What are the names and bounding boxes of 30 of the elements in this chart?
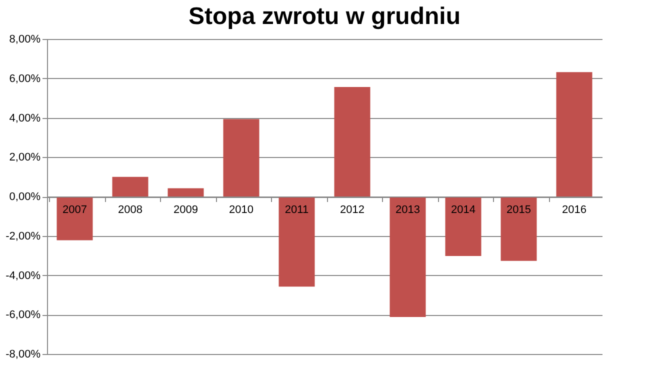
y-tick-label: 8,00% [9, 34, 41, 46]
bar [56, 196, 93, 240]
x-tick-label: 2016 [562, 204, 586, 216]
bar [223, 119, 260, 196]
x-tick-label: 2007 [62, 204, 87, 216]
y-tick-label: -2,00% [6, 230, 41, 242]
bar [390, 196, 426, 317]
y-tick-label: 4,00% [9, 112, 41, 124]
bar [112, 176, 148, 196]
x-tick-label: 2008 [118, 204, 142, 216]
bar [168, 188, 204, 196]
bar [445, 196, 482, 256]
x-tick-label: 2012 [340, 204, 364, 216]
x-tick-label: 2009 [174, 204, 198, 216]
x-tick-label: 2014 [451, 204, 476, 216]
bar [278, 196, 315, 287]
y-tick-label: -8,00% [6, 348, 41, 360]
y-tick-label: -6,00% [6, 309, 41, 322]
y-tick-label: 6,00% [9, 72, 41, 85]
x-tick-label: 2011 [284, 204, 309, 216]
y-tick-label: -4,00% [6, 270, 41, 282]
bar [334, 87, 370, 196]
y-tick-label: 0,00% [9, 191, 41, 203]
x-tick-label: 2013 [396, 204, 420, 216]
y-tick-label: 2,00% [9, 152, 41, 164]
bar [500, 196, 537, 261]
x-tick-label: 2015 [506, 204, 531, 216]
x-tick-label: 2010 [229, 204, 254, 216]
chart-title: Stopa zwrotu w grudniu [188, 3, 460, 30]
bar [556, 72, 592, 196]
